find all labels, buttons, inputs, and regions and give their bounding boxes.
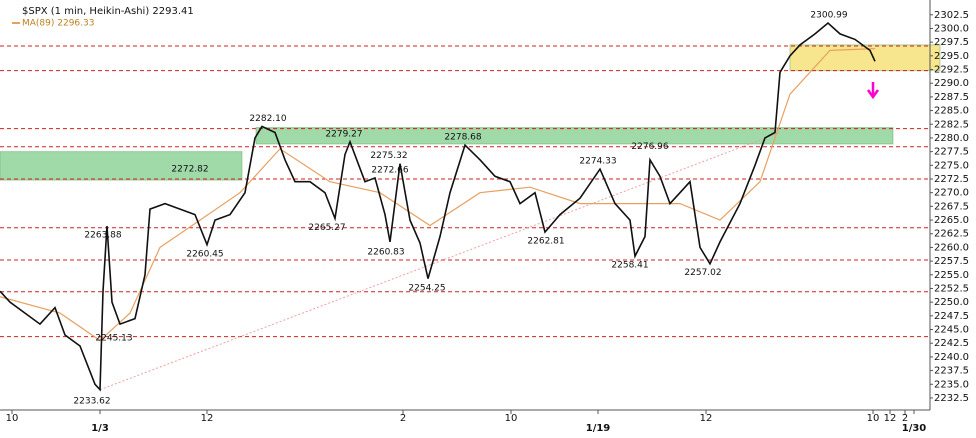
y-tick-label: 2245.0 bbox=[934, 325, 969, 336]
annotation: 2272.82 bbox=[171, 165, 208, 175]
chart-title: $SPX (1 min, Heikin-Ashi) 2293.41 bbox=[22, 6, 194, 17]
y-tick-label: 2255.0 bbox=[934, 270, 969, 281]
y-tick-label: 2250.0 bbox=[934, 297, 969, 308]
annotation: 2275.32 bbox=[370, 151, 407, 161]
y-tick-label: 2295.0 bbox=[934, 51, 969, 62]
annotation: 2278.68 bbox=[444, 133, 481, 143]
x-tick-label: 12 bbox=[884, 413, 897, 424]
x-tick-label: 10 bbox=[867, 413, 880, 424]
annotation: 2282.10 bbox=[249, 114, 286, 124]
x-tick-label: 1/19 bbox=[586, 423, 611, 434]
annotation: 2279.27 bbox=[325, 129, 362, 139]
annotation: 2258.41 bbox=[611, 261, 648, 271]
y-tick-label: 2257.5 bbox=[934, 256, 969, 267]
ma-legend: MA(89) 2296.33 bbox=[22, 19, 94, 29]
annotation: 2300.99 bbox=[810, 11, 847, 21]
annotation: 2233.62 bbox=[73, 396, 110, 406]
y-tick-label: 2290.0 bbox=[934, 78, 969, 89]
y-tick-label: 2272.5 bbox=[934, 174, 969, 185]
y-tick-label: 2252.5 bbox=[934, 283, 969, 294]
y-tick-label: 2270.0 bbox=[934, 188, 969, 199]
x-tick-label: 10 bbox=[505, 413, 518, 424]
price-line bbox=[0, 48, 876, 342]
price-line bbox=[0, 21, 876, 392]
annotation: 2245.13 bbox=[95, 333, 132, 343]
x-tick-label: 2 bbox=[400, 413, 406, 424]
annotation: 2265.27 bbox=[308, 223, 345, 233]
y-tick-label: 2237.5 bbox=[934, 366, 969, 377]
y-tick-label: 2232.5 bbox=[934, 393, 969, 404]
y-tick-label: 2262.5 bbox=[934, 229, 969, 240]
x-tick-label: 10 bbox=[6, 413, 19, 424]
trendline bbox=[99, 132, 781, 391]
y-tick-label: 2277.5 bbox=[934, 147, 969, 158]
y-tick-label: 2292.5 bbox=[934, 65, 969, 76]
y-tick-label: 2285.0 bbox=[934, 106, 969, 117]
annotation: 2260.83 bbox=[367, 247, 404, 257]
annotation: 2262.81 bbox=[527, 237, 564, 247]
y-tick-label: 2287.5 bbox=[934, 92, 969, 103]
y-tick-label: 2240.0 bbox=[934, 352, 969, 363]
y-tick-label: 2242.5 bbox=[934, 338, 969, 349]
annotation: 2260.45 bbox=[186, 249, 223, 259]
annotation: 2274.33 bbox=[579, 156, 616, 166]
annotation: 2276.96 bbox=[631, 142, 668, 152]
annotation: 2272.66 bbox=[371, 166, 408, 176]
x-tick-label: 1/30 bbox=[902, 423, 927, 434]
annotation: 2257.02 bbox=[684, 268, 721, 278]
plot-area bbox=[0, 21, 941, 392]
down-arrow bbox=[866, 82, 880, 100]
annotation: 2254.25 bbox=[408, 283, 445, 293]
x-tick-label: 2 bbox=[902, 413, 908, 424]
x-tick-label: 1/3 bbox=[91, 423, 109, 434]
y-tick-label: 2260.0 bbox=[934, 242, 969, 253]
zone bbox=[0, 151, 243, 181]
annotation: 2263.88 bbox=[84, 231, 121, 241]
y-tick-label: 2275.0 bbox=[934, 160, 969, 171]
y-tick-label: 2267.5 bbox=[934, 201, 969, 212]
x-tick-label: 12 bbox=[700, 413, 713, 424]
y-tick-label: 2302.5 bbox=[934, 10, 969, 21]
y-tick-label: 2300.0 bbox=[934, 23, 969, 34]
y-tick-label: 2265.0 bbox=[934, 215, 969, 226]
x-tick-label: 12 bbox=[201, 413, 214, 424]
y-tick-label: 2247.5 bbox=[934, 311, 969, 322]
y-tick-label: 2297.5 bbox=[934, 37, 969, 48]
y-tick-label: 2235.0 bbox=[934, 379, 969, 390]
y-tick-label: 2280.0 bbox=[934, 133, 969, 144]
y-tick-label: 2282.5 bbox=[934, 119, 969, 130]
